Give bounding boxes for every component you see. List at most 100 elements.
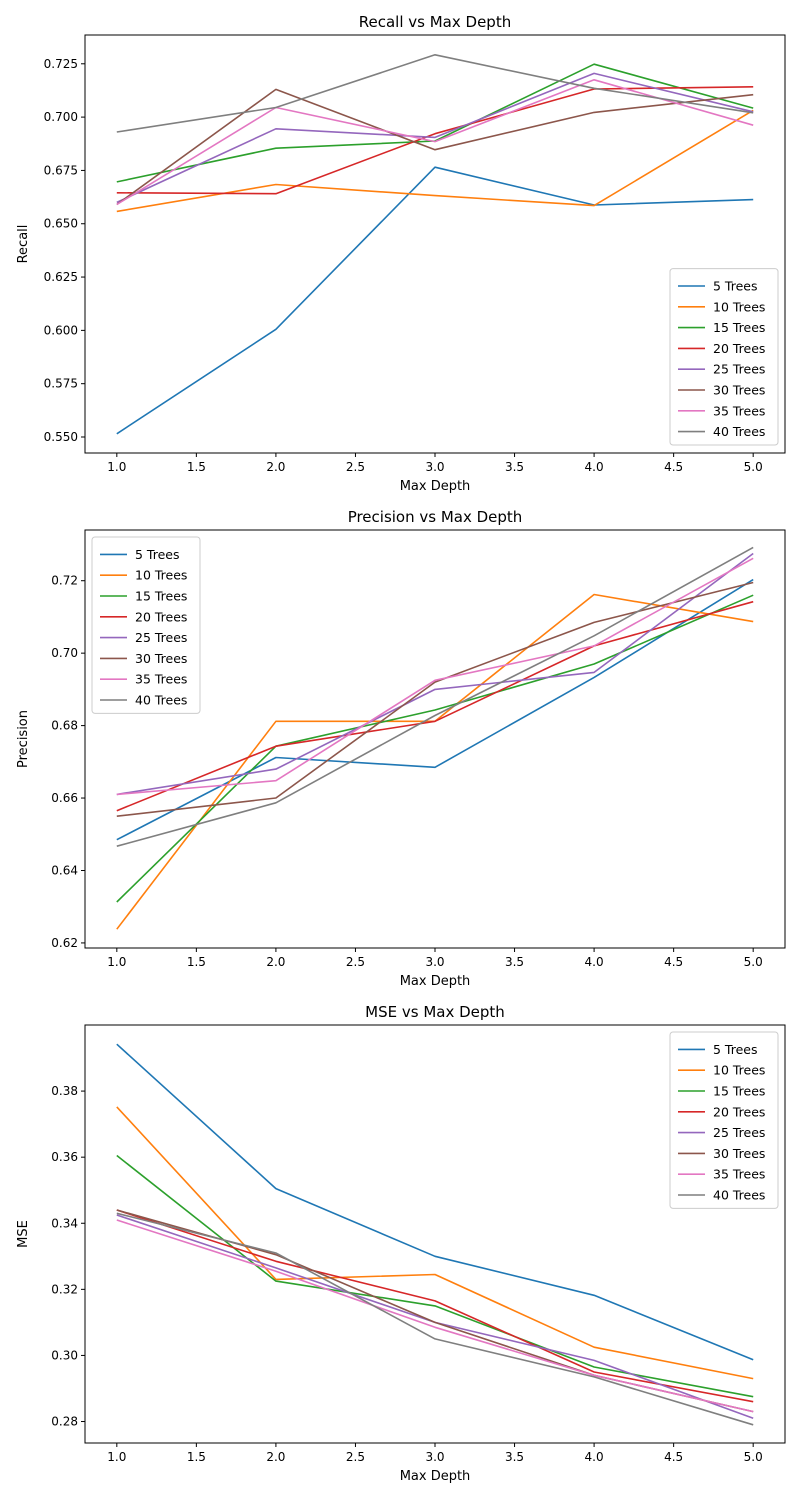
- series-line-6: [116, 581, 754, 817]
- axes-frame: [84, 529, 786, 949]
- x-tick-label: 4.5: [664, 955, 683, 969]
- x-tick-label: 2.5: [346, 955, 365, 969]
- x-tick-label: 2.0: [266, 1450, 285, 1464]
- y-axis-label: Recall: [16, 225, 31, 264]
- y-tick-label: 0.550: [44, 430, 78, 444]
- x-tick-label: 1.5: [187, 460, 206, 474]
- x-axis-label: Max Depth: [400, 479, 471, 494]
- legend-label: 15 Trees: [135, 589, 187, 604]
- x-tick-label: 4.0: [585, 1450, 604, 1464]
- chart-1: Recall vs Max Depth 1.0 1.5 2.0 2.5 3.0 3.5 4.0…: [16, 13, 786, 494]
- plot-area: [116, 546, 754, 930]
- legend-label: 20 Trees: [135, 609, 187, 624]
- legend: 5 Trees 10 Trees 15 Trees 20 Trees 25 Trees 3…: [91, 536, 201, 714]
- legend-label: 15 Trees: [713, 1084, 765, 1099]
- y-tick-label: 0.625: [44, 270, 78, 284]
- legend-label: 25 Trees: [713, 362, 765, 377]
- plot-area: [116, 53, 754, 435]
- legend-label: 30 Trees: [713, 1146, 765, 1161]
- y-tick-label: 0.70: [51, 646, 78, 660]
- chart-title: Recall vs Max Depth: [359, 13, 511, 31]
- x-tick-label: 5.0: [744, 460, 763, 474]
- y-tick-label: 0.62: [51, 936, 78, 950]
- x-tick-label: 1.5: [187, 1450, 206, 1464]
- x-tick-label: 4.0: [585, 460, 604, 474]
- x-axis-label: Max Depth: [400, 974, 471, 989]
- series-line-3: [116, 594, 754, 903]
- legend-box: [669, 1031, 779, 1209]
- legend-label: 25 Trees: [135, 630, 187, 645]
- series-line-8: [116, 53, 754, 133]
- legend-label: 20 Trees: [713, 341, 765, 356]
- legend-label: 5 Trees: [135, 547, 179, 562]
- y-tick-label: 0.700: [44, 110, 78, 124]
- x-tick-label: 3.0: [425, 1450, 444, 1464]
- y-tick-label: 0.675: [44, 163, 78, 177]
- series-line-3: [116, 63, 754, 183]
- x-tick-label: 1.0: [107, 955, 126, 969]
- legend-label: 10 Trees: [713, 1063, 765, 1078]
- legend-label: 35 Trees: [135, 672, 187, 687]
- y-tick-label: 0.34: [51, 1216, 78, 1230]
- legend-label: 5 Trees: [713, 1042, 757, 1057]
- chart-3: MSE vs Max Depth 1.0 1.5 2.0 2.5 3.0 3.5 4.0 4.5…: [16, 1003, 786, 1484]
- x-tick-label: 3.5: [505, 1450, 524, 1464]
- series-line-2: [116, 1106, 754, 1380]
- x-tick-label: 1.0: [107, 1450, 126, 1464]
- series-line-2: [116, 109, 754, 213]
- x-tick-label: 2.0: [266, 955, 285, 969]
- legend-label: 10 Trees: [135, 568, 187, 583]
- legend-box: [669, 268, 779, 446]
- x-tick-label: 3.0: [425, 460, 444, 474]
- y-tick-label: 0.36: [51, 1150, 78, 1164]
- series-line-4: [116, 1209, 754, 1403]
- y-tick-label: 0.38: [51, 1084, 78, 1098]
- legend-label: 40 Trees: [713, 424, 765, 439]
- series-line-1: [116, 166, 754, 435]
- chart-2: Precision vs Max Depth 1.0 1.5 2.0 2.5 3.0 3.5…: [16, 508, 786, 989]
- legend: 5 Trees 10 Trees 15 Trees 20 Trees 25 Trees 3…: [669, 268, 779, 446]
- series-line-7: [116, 557, 754, 796]
- x-tick-label: 1.5: [187, 955, 206, 969]
- plot-area: [116, 1043, 754, 1426]
- legend-label: 25 Trees: [713, 1125, 765, 1140]
- x-tick-label: 4.0: [585, 955, 604, 969]
- y-tick-label: 0.650: [44, 217, 78, 231]
- x-tick-label: 3.5: [505, 955, 524, 969]
- legend-label: 10 Trees: [713, 299, 765, 314]
- chart-title: Precision vs Max Depth: [348, 508, 523, 526]
- series-line-8: [116, 1212, 754, 1426]
- y-tick-label: 0.72: [51, 574, 78, 588]
- legend-label: 5 Trees: [713, 279, 757, 294]
- legend-label: 35 Trees: [713, 403, 765, 418]
- y-tick-label: 0.30: [51, 1348, 78, 1362]
- y-axis-label: Precision: [16, 710, 31, 768]
- series-line-4: [116, 600, 754, 812]
- y-tick-label: 0.68: [51, 719, 78, 733]
- series-line-7: [116, 79, 754, 206]
- x-tick-label: 4.5: [664, 1450, 683, 1464]
- legend-label: 40 Trees: [713, 1188, 765, 1203]
- y-axis-label: MSE: [16, 1220, 31, 1248]
- x-tick-label: 2.5: [346, 1450, 365, 1464]
- series-line-8: [116, 546, 754, 847]
- legend: 5 Trees 10 Trees 15 Trees 20 Trees 25 Trees 3…: [669, 1031, 779, 1209]
- y-tick-label: 0.575: [44, 377, 78, 391]
- y-tick-label: 0.32: [51, 1282, 78, 1296]
- y-tick-label: 0.66: [51, 791, 78, 805]
- series-line-4: [116, 86, 754, 195]
- x-tick-label: 3.0: [425, 955, 444, 969]
- y-tick-label: 0.28: [51, 1415, 78, 1429]
- x-tick-label: 1.0: [107, 460, 126, 474]
- legend-label: 40 Trees: [135, 693, 187, 708]
- series-line-6: [116, 88, 754, 206]
- series-line-5: [116, 72, 754, 204]
- legend-label: 30 Trees: [713, 383, 765, 398]
- legend-label: 30 Trees: [135, 651, 187, 666]
- x-tick-label: 4.5: [664, 460, 683, 474]
- axes-frame: [84, 34, 786, 454]
- legend-label: 15 Trees: [713, 320, 765, 335]
- axes-frame: [84, 1024, 786, 1444]
- chart-title: MSE vs Max Depth: [365, 1003, 505, 1021]
